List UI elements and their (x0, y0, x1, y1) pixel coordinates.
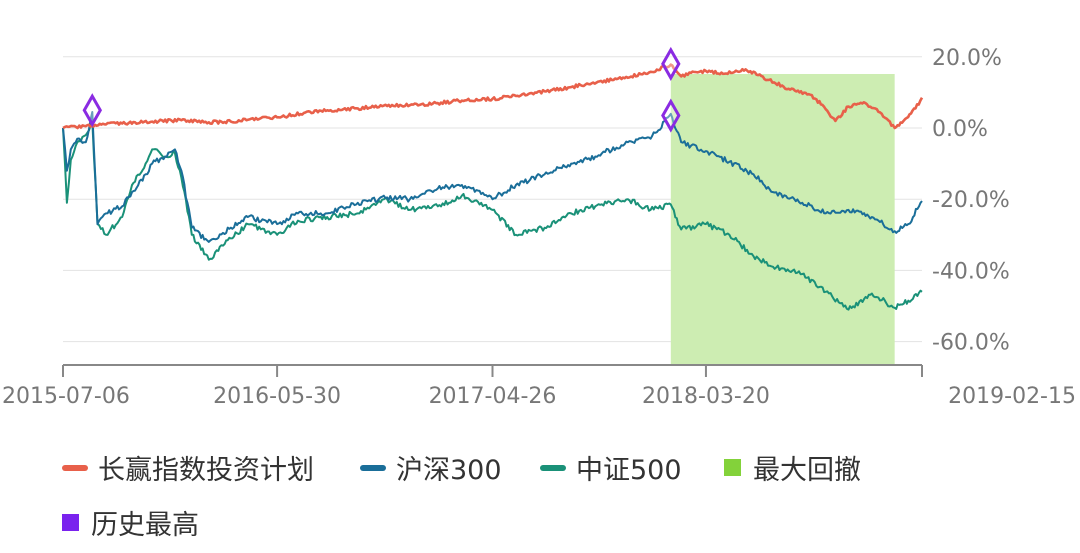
legend-label: 中证500 (576, 455, 682, 486)
legend-swatch (540, 464, 566, 471)
x-tick-label: 2016-05-30 (213, 384, 341, 409)
x-tick-label: 2017-04-26 (429, 384, 557, 409)
legend-swatch (360, 464, 386, 471)
legend-item-strategy[interactable]: 长赢指数投资计划 (62, 448, 314, 487)
y-axis-labels: 20.0% 0.0% -20.0% -40.0% -60.0% (932, 46, 1010, 356)
legend-label: 长赢指数投资计划 (98, 455, 314, 486)
series-layer (62, 63, 924, 311)
legend-item-max-drawdown[interactable]: 最大回撤 (724, 448, 861, 487)
legend-item-hs300[interactable]: 沪深300 (360, 448, 502, 487)
x-axis (62, 364, 923, 377)
peak-marker (82, 93, 103, 128)
x-tick-label: 2019-02-15 (948, 384, 1076, 409)
y-tick-label: 0.0% (932, 117, 988, 142)
legend-swatch (62, 464, 88, 471)
y-tick-label: 20.0% (932, 46, 1002, 71)
y-tick-label: -40.0% (932, 259, 1010, 284)
peak-marker (661, 98, 681, 133)
series-line-csi500 (62, 119, 923, 311)
legend-label: 历史最高 (91, 510, 199, 541)
x-tick-label: 2015-07-06 (2, 384, 130, 409)
series-line-hs300 (62, 111, 923, 243)
x-tick-label: 2018-03-20 (642, 384, 770, 409)
drawdown-band-layer (670, 74, 895, 365)
legend-swatch (724, 459, 741, 476)
legend-label: 最大回撤 (753, 455, 861, 486)
peak-marker (661, 46, 681, 81)
legend-item-csi500[interactable]: 中证500 (540, 448, 682, 487)
legend-item-all-time-high[interactable]: 历史最高 (62, 503, 199, 542)
x-axis-labels: 2015-07-06 2016-05-30 2017-04-26 2018-03-20… (2, 384, 1076, 409)
legend-label: 沪深300 (396, 455, 502, 486)
y-tick-label: -20.0% (932, 188, 1010, 213)
legend-swatch (62, 514, 79, 531)
peak-markers-layer (82, 46, 681, 133)
y-tick-label: -60.0% (932, 331, 1010, 356)
series-line-strategy (62, 63, 924, 130)
max-drawdown-band (670, 74, 895, 365)
